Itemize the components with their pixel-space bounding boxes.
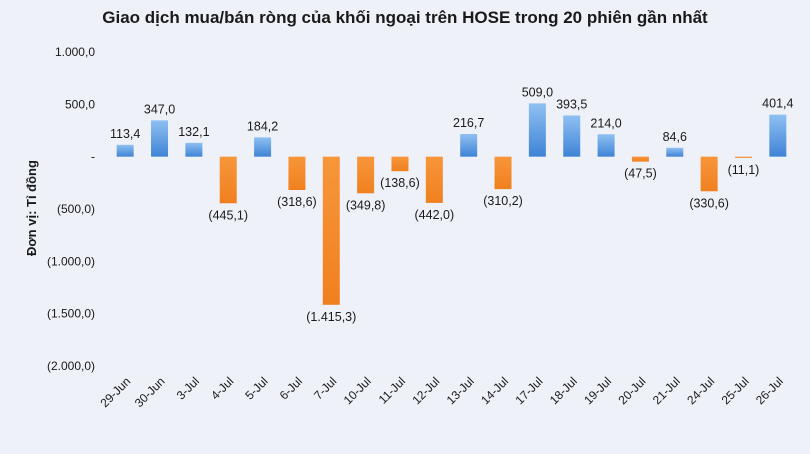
category-label: 5-Jul <box>242 374 270 402</box>
y-tick-label: (1.000,0) <box>47 254 95 268</box>
category-label: 25-Jul <box>719 374 752 407</box>
y-tick-label: 500,0 <box>65 97 95 111</box>
category-label: 26-Jul <box>753 374 786 407</box>
bars <box>116 103 787 305</box>
data-label: 84,6 <box>663 130 687 144</box>
chart-title: Giao dịch mua/bán ròng của khối ngoại tr… <box>102 8 708 27</box>
bar <box>391 156 409 172</box>
y-tick-label: (500,0) <box>57 202 95 216</box>
data-label: 214,0 <box>590 116 621 130</box>
category-label: 12-Jul <box>409 374 442 407</box>
category-label: 3-Jul <box>174 374 202 402</box>
data-label: (442,0) <box>415 208 455 222</box>
category-label: 18-Jul <box>547 374 580 407</box>
y-tick-label: 1.000,0 <box>55 45 95 59</box>
bar <box>734 156 752 158</box>
bar <box>494 156 512 190</box>
data-label: 393,5 <box>556 97 587 111</box>
data-label: (349,8) <box>346 198 386 212</box>
bar <box>357 156 375 194</box>
data-label: (445,1) <box>208 208 248 222</box>
y-axis-title: Đơn vị: Tỉ đồng <box>24 160 39 256</box>
data-label: 113,4 <box>110 127 140 141</box>
bar <box>425 156 443 203</box>
data-label: (330,6) <box>689 196 729 210</box>
category-label: 19-Jul <box>581 374 614 407</box>
category-label: 14-Jul <box>478 374 511 407</box>
data-label: (1.415,3) <box>306 310 356 324</box>
category-label: 24-Jul <box>684 374 717 407</box>
data-label: 347,0 <box>144 102 175 116</box>
y-axis-ticks: 1.000,0 500,0 - (500,0) (1.000,0) (1.500,0) (2… <box>47 45 95 373</box>
bar <box>185 142 203 157</box>
bar <box>666 147 684 157</box>
category-label: 30-Jun <box>132 374 168 410</box>
data-label: (138,6) <box>380 176 420 190</box>
category-label: 29-Jun <box>97 374 133 410</box>
data-label: (11,1) <box>728 163 760 177</box>
category-label: 21-Jul <box>650 374 683 407</box>
category-label: 13-Jul <box>444 374 477 407</box>
bar <box>322 156 340 305</box>
bar <box>563 115 581 157</box>
bar <box>288 156 306 191</box>
category-label: 4-Jul <box>208 374 236 402</box>
category-label: 17-Jul <box>512 374 545 407</box>
bar <box>254 137 272 157</box>
data-label: 184,2 <box>247 119 278 133</box>
category-label: 11-Jul <box>376 374 408 406</box>
data-label: (310,2) <box>483 194 523 208</box>
data-label: 509,0 <box>522 85 553 99</box>
data-label: (318,6) <box>277 195 317 209</box>
category-label: 6-Jul <box>277 374 305 402</box>
data-label: 401,4 <box>762 97 793 111</box>
bar <box>631 156 649 162</box>
bar <box>597 134 615 157</box>
bar <box>116 144 134 157</box>
bar <box>460 133 478 157</box>
y-tick-label: - <box>91 150 95 164</box>
bar <box>219 156 237 204</box>
bar <box>700 156 718 192</box>
bar <box>151 120 169 157</box>
y-tick-label: (1.500,0) <box>47 307 95 321</box>
category-label: 20-Jul <box>616 374 649 407</box>
data-label: (47,5) <box>624 167 657 181</box>
category-label: 10-Jul <box>341 374 374 407</box>
bar <box>528 103 546 157</box>
category-label: 7-Jul <box>311 374 339 402</box>
y-tick-label: (2.000,0) <box>47 359 95 373</box>
data-label: 132,1 <box>178 125 209 139</box>
data-label: 216,7 <box>453 116 484 130</box>
bar <box>769 114 787 157</box>
